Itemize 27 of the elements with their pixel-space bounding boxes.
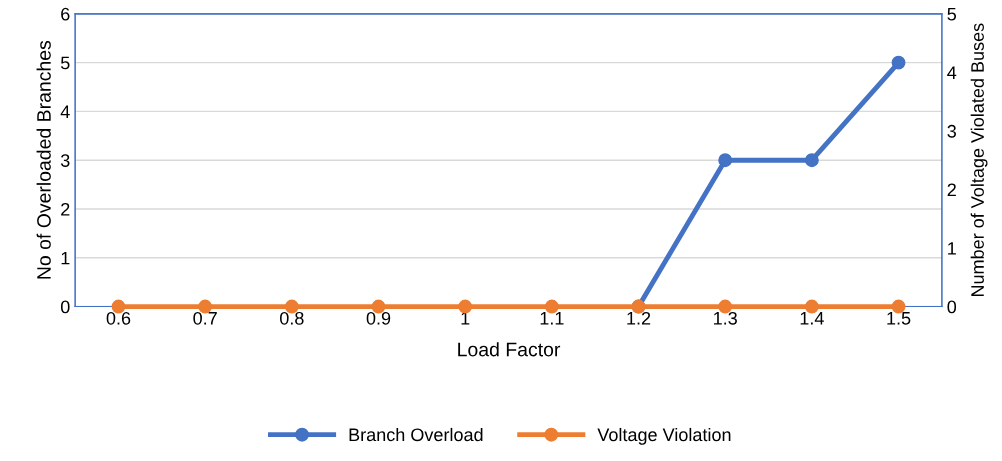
y-tick-label: 2 bbox=[61, 202, 70, 216]
x-axis-title: Load Factor bbox=[458, 342, 561, 357]
y2-axis-title: Number of Voltage Violated Buses bbox=[970, 23, 988, 297]
x-tick-label: 1.3 bbox=[714, 311, 737, 325]
y2-tick-label: 1 bbox=[948, 242, 956, 255]
x-tick-label: 0.6 bbox=[106, 311, 131, 325]
y-tick-label: 6 bbox=[61, 7, 70, 21]
legend-label: Voltage Violation bbox=[597, 427, 731, 445]
x-tick-label: 1.5 bbox=[887, 312, 911, 325]
legend-label: Branch Overload bbox=[349, 427, 483, 442]
x-tick-label: 0.9 bbox=[366, 311, 391, 325]
y-tick-label: 3 bbox=[60, 154, 70, 167]
x-tick-label: 1.4 bbox=[800, 312, 824, 325]
y-axis-title: No of Overloaded Branches bbox=[36, 40, 51, 279]
y-tick-label: 4 bbox=[60, 105, 70, 118]
x-tick-label: 1.1 bbox=[540, 312, 564, 325]
x-tick-label: 1.2 bbox=[627, 311, 651, 325]
y2-tick-label: 5 bbox=[947, 7, 957, 21]
y2-tick-label: 3 bbox=[947, 124, 956, 138]
y2-tick-label: 4 bbox=[947, 66, 957, 79]
y2-tick-label: 0 bbox=[947, 300, 957, 314]
x-tick-label: 0.8 bbox=[279, 311, 304, 325]
y-tick-label: 1 bbox=[61, 251, 70, 265]
x-tick-label: 0.7 bbox=[193, 311, 217, 325]
y2-tick-label: 2 bbox=[947, 183, 956, 197]
y-tick-label: 5 bbox=[60, 56, 70, 70]
y-tick-label: 0 bbox=[60, 300, 70, 314]
